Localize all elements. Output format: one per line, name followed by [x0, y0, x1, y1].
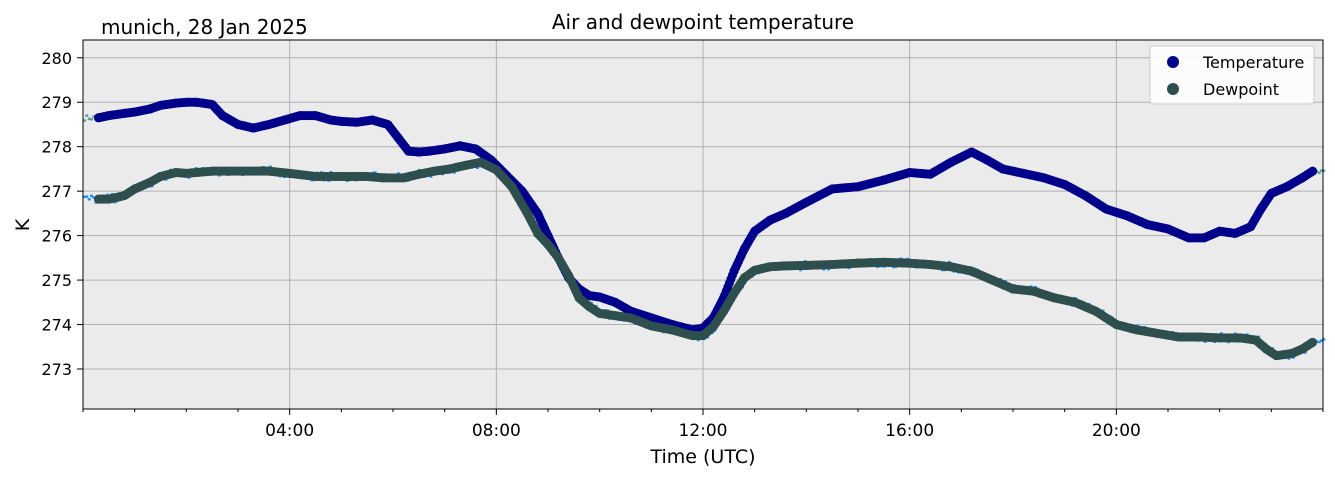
- legend-marker-dewpoint: [1167, 83, 1179, 95]
- legend-box: [1149, 45, 1315, 105]
- ticks: 04:00 08:00 12:00 16:00 20:00 273 274 275 276 277…: [41, 49, 1324, 441]
- data-marks: [94, 97, 1318, 361]
- y-tick-label: 277: [41, 182, 72, 201]
- y-tick-label: 276: [41, 227, 72, 246]
- x-axis-label: Time (UTC): [649, 446, 755, 468]
- legend-label-temperature: Temperature: [1202, 53, 1304, 72]
- y-tick-label: 273: [41, 360, 72, 379]
- y-tick-label: 274: [41, 316, 72, 335]
- series-trace-dewpoint: [94, 157, 1317, 361]
- legend-marker-temperature: [1167, 56, 1179, 68]
- y-axis-label: K: [12, 218, 34, 231]
- chart-subtitle: munich, 28 Jan 2025: [101, 15, 308, 39]
- legend-label-dewpoint: Dewpoint: [1203, 80, 1279, 99]
- x-tick-label: 16:00: [885, 421, 934, 441]
- legend: Temperature Dewpoint: [1149, 45, 1315, 105]
- trace-marker: [1307, 338, 1317, 348]
- y-tick-label: 280: [41, 49, 72, 68]
- y-tick-label: 275: [41, 271, 72, 290]
- y-tick-label: 279: [41, 93, 72, 112]
- x-tick-label: 12:00: [679, 421, 728, 441]
- x-tick-label: 04:00: [265, 421, 314, 441]
- series-trace-temperature: [94, 97, 1317, 335]
- y-tick-label: 278: [41, 138, 72, 157]
- trace-marker: [1307, 166, 1317, 176]
- x-tick-label: 20:00: [1092, 421, 1141, 441]
- x-tick-label: 08:00: [472, 421, 521, 441]
- chart-title: Air and dewpoint temperature: [552, 10, 854, 34]
